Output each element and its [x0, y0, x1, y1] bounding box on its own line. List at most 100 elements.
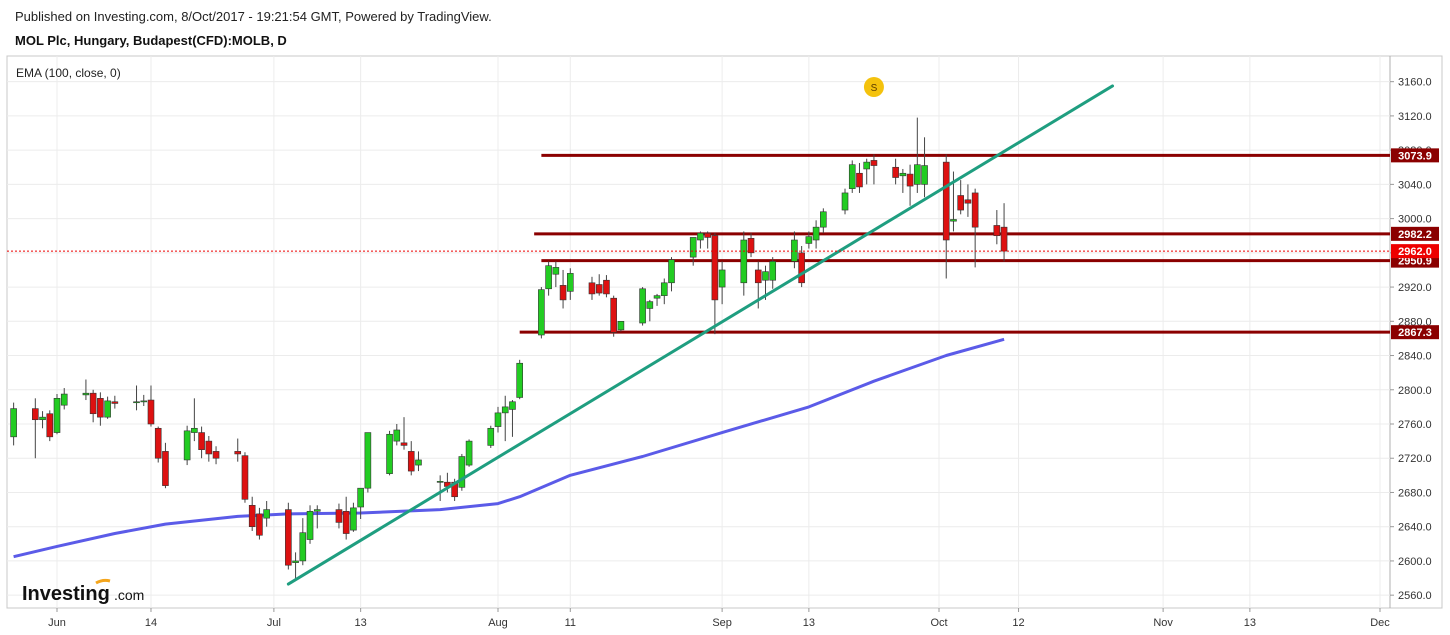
candle	[610, 295, 617, 337]
candle	[313, 505, 321, 529]
x-tick-label: 12	[1012, 617, 1024, 629]
candle	[263, 501, 270, 527]
candle	[292, 552, 299, 580]
candle	[552, 261, 560, 288]
logo-suffix: .com	[114, 587, 144, 603]
candle-body-up	[668, 259, 675, 284]
candle	[104, 396, 111, 419]
candle-body-down	[870, 160, 878, 166]
candle	[791, 231, 798, 269]
candle	[386, 430, 393, 476]
candle	[660, 278, 668, 305]
candle	[364, 432, 372, 493]
candle-body-up	[458, 456, 466, 488]
candle	[350, 502, 357, 532]
last-price-label: 2962.0	[1398, 246, 1432, 258]
candle-body-up	[191, 427, 198, 433]
candle	[60, 388, 68, 410]
candle	[285, 502, 292, 570]
candle	[10, 402, 17, 446]
candle	[942, 154, 950, 279]
candle-body-up	[140, 400, 148, 403]
candle-body-down	[942, 161, 950, 241]
candle-body-up	[538, 289, 545, 336]
candle	[191, 398, 198, 442]
candle	[957, 180, 964, 215]
candle	[646, 299, 654, 322]
candle	[198, 426, 205, 459]
candle	[653, 293, 661, 306]
candle	[234, 438, 242, 462]
x-tick-label: 13	[803, 617, 815, 629]
published-info: Published on Investing.com, 8/Oct/2017 -…	[15, 9, 492, 24]
x-tick-label: Jul	[267, 617, 281, 629]
candle-body-up	[805, 236, 813, 244]
trendline[interactable]	[286, 84, 1115, 586]
candle	[256, 507, 263, 540]
candle-body-up	[689, 237, 697, 258]
candle	[697, 231, 704, 249]
candle-body-up	[566, 273, 574, 292]
candle-body-down	[1000, 226, 1008, 252]
candle	[407, 441, 415, 476]
candle-body-up	[820, 211, 827, 228]
candle-body-up	[465, 440, 473, 466]
candle-body-down	[971, 192, 979, 228]
candle	[805, 231, 813, 249]
candle-body-up	[740, 239, 748, 284]
candle-body-down	[595, 284, 603, 294]
candle-body-up	[921, 165, 928, 185]
candle	[465, 439, 473, 467]
horizontal-levels[interactable]	[519, 153, 1390, 334]
candle	[248, 496, 256, 531]
candle-body-down	[711, 235, 719, 301]
candle-body-down	[32, 408, 39, 421]
candle-body-up	[299, 532, 307, 562]
candle-body-down	[906, 173, 914, 187]
candle-body-up	[263, 509, 270, 519]
candle-body-down	[285, 509, 292, 566]
candle	[140, 394, 148, 407]
ema-series	[13, 337, 1005, 559]
candle-body-down	[342, 510, 350, 534]
candle-body-up	[697, 232, 704, 241]
candle	[357, 487, 364, 519]
candle-body-down	[162, 451, 169, 486]
candle	[154, 426, 162, 463]
y-tick-label: 2600.0	[1398, 556, 1432, 568]
y-tick-label: 2920.0	[1398, 282, 1432, 294]
candle	[133, 385, 140, 411]
candle-body-up	[357, 487, 364, 508]
y-tick-label: 3120.0	[1398, 111, 1432, 123]
y-tick-label: 2720.0	[1398, 453, 1432, 465]
event-marker[interactable]: S	[863, 77, 884, 97]
candle-body-down	[964, 199, 972, 204]
candle	[921, 137, 928, 198]
candle-body-down	[111, 401, 119, 404]
candlestick-series	[10, 117, 1008, 580]
candle	[617, 321, 625, 332]
trendline-line	[286, 84, 1115, 586]
event-marker-circle[interactable]	[863, 77, 884, 97]
candle-body-down	[241, 455, 249, 500]
candle-body-up	[292, 560, 299, 563]
x-tick-label: 11	[565, 617, 576, 629]
candle	[458, 453, 466, 491]
candle	[595, 274, 603, 296]
candle-body-down	[407, 451, 415, 472]
candle-body-up	[306, 510, 314, 540]
candle	[545, 261, 552, 296]
candle	[436, 475, 444, 502]
candle	[342, 496, 350, 540]
candle	[588, 276, 596, 300]
candle-body-down	[610, 297, 617, 333]
candle	[183, 425, 191, 466]
candle-body-down	[603, 279, 610, 295]
candle-body-down	[205, 440, 213, 455]
candle-body-up	[350, 507, 357, 531]
candle	[89, 389, 97, 423]
candle-body-down	[335, 509, 343, 523]
candle-body-down	[89, 392, 97, 415]
y-tick-label: 3000.0	[1398, 214, 1432, 226]
